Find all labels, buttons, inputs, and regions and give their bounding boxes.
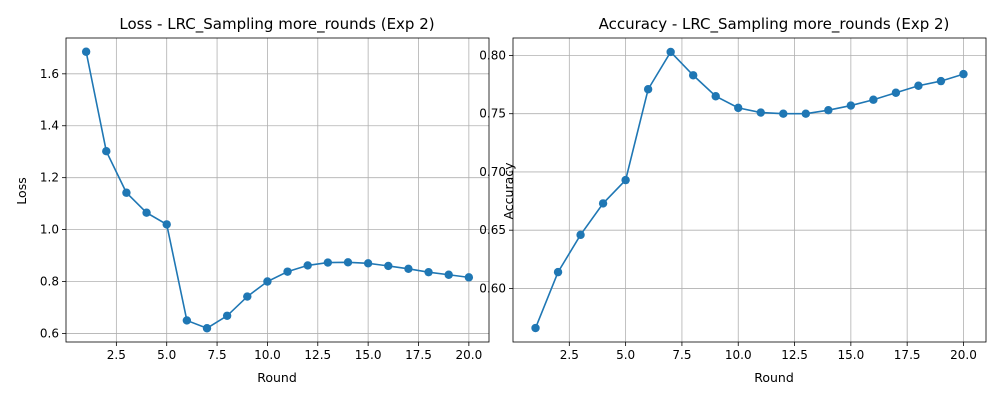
accuracy-data-point <box>621 175 630 185</box>
accuracy-data-point <box>891 88 901 97</box>
accuracy-xtick-label: 20.0 <box>950 348 977 362</box>
accuracy-ytick-label: 0.80 <box>479 48 506 62</box>
accuracy-axes-frame <box>512 37 987 343</box>
accuracy-xtick-label: 15.0 <box>837 348 864 362</box>
loss-plot-area: 2.5 5.0 7.5 10.0 12.5 15.0 17.5 20.0 0.6 0.8 1.0 1.… <box>40 37 490 362</box>
loss-data-point <box>222 311 232 320</box>
loss-chart-ylabel: Loss <box>14 177 29 204</box>
loss-data-point <box>162 220 171 229</box>
accuracy-data-point <box>846 101 856 110</box>
accuracy-data-point <box>779 109 788 118</box>
loss-data-point <box>464 273 474 282</box>
loss-data-point <box>363 259 373 268</box>
loss-chart-title: Loss - LRC_Sampling more_rounds (Exp 2) <box>119 15 434 34</box>
accuracy-xtick-label: 17.5 <box>894 348 921 362</box>
accuracy-chart-title: Accuracy - LRC_Sampling more_rounds (Exp… <box>599 15 950 34</box>
loss-ytick-label: 1.0 <box>40 223 59 237</box>
loss-data-point <box>182 316 192 325</box>
loss-data-point <box>444 270 453 279</box>
accuracy-data-point <box>801 109 811 118</box>
loss-axes-frame <box>65 37 490 343</box>
loss-ytick-label: 1.2 <box>40 171 59 185</box>
accuracy-data-point <box>914 81 923 90</box>
loss-data-point <box>122 188 131 197</box>
loss-data-point <box>303 261 312 270</box>
accuracy-data-point <box>711 92 720 101</box>
accuracy-data-point <box>643 85 653 94</box>
loss-xtick-label: 2.5 <box>107 348 126 362</box>
loss-data-point <box>102 146 111 156</box>
accuracy-data-point <box>688 71 698 80</box>
loss-data-point <box>243 292 252 301</box>
accuracy-xtick-label: 10.0 <box>725 348 752 362</box>
accuracy-ytick-label: 0.70 <box>479 165 506 179</box>
accuracy-data-point <box>869 95 878 104</box>
accuracy-plot-area: 2.5 5.0 7.5 10.0 12.5 15.0 17.5 20.0 0.60 0.65 0.7… <box>479 37 987 362</box>
loss-data-point <box>404 264 413 273</box>
loss-data-point <box>323 258 333 267</box>
loss-ytick-label: 1.4 <box>40 119 59 133</box>
accuracy-xtick-label: 5.0 <box>616 348 635 362</box>
loss-xtick-label: 5.0 <box>157 348 176 362</box>
accuracy-ytick-label: 0.60 <box>479 281 506 295</box>
loss-xtick-label: 15.0 <box>355 348 382 362</box>
loss-data-point <box>424 267 433 277</box>
accuracy-data-point <box>756 108 765 117</box>
accuracy-xtick-label: 7.5 <box>672 348 691 362</box>
accuracy-chart-ylabel: Accuracy <box>501 162 516 220</box>
accuracy-data-point <box>576 230 585 240</box>
loss-data-point <box>343 258 353 267</box>
loss-xtick-label: 12.5 <box>304 348 331 362</box>
accuracy-ytick-label: 0.65 <box>479 223 506 237</box>
accuracy-data-point <box>553 267 563 277</box>
accuracy-data-point <box>598 199 608 208</box>
loss-xtick-label: 17.5 <box>405 348 432 362</box>
accuracy-data-point <box>936 76 946 86</box>
loss-data-point <box>142 208 151 217</box>
loss-data-point <box>202 324 212 333</box>
accuracy-data-point <box>824 106 833 115</box>
loss-xtick-label: 7.5 <box>208 348 227 362</box>
loss-ytick-label: 0.6 <box>40 326 59 340</box>
accuracy-data-point <box>666 47 675 57</box>
accuracy-chart-xlabel: Round <box>754 370 794 385</box>
loss-chart-xlabel: Round <box>257 370 297 385</box>
loss-ytick-label: 1.6 <box>40 67 59 81</box>
loss-data-point <box>283 267 292 276</box>
accuracy-xtick-label: 2.5 <box>560 348 579 362</box>
accuracy-chart: Accuracy - LRC_Sampling more_rounds (Exp… <box>479 15 987 385</box>
loss-data-point <box>81 47 91 56</box>
loss-xtick-label: 20.0 <box>455 348 482 362</box>
loss-series-line <box>85 51 469 330</box>
loss-data-point <box>384 261 393 271</box>
accuracy-ytick-label: 0.75 <box>479 107 506 121</box>
accuracy-data-point <box>531 323 540 333</box>
loss-ytick-label: 0.8 <box>40 275 59 289</box>
loss-xtick-label: 10.0 <box>254 348 281 362</box>
accuracy-xtick-label: 12.5 <box>781 348 808 362</box>
accuracy-data-point <box>959 69 968 79</box>
accuracy-data-point <box>734 103 743 113</box>
loss-chart: Loss - LRC_Sampling more_rounds (Exp 2) … <box>14 15 490 385</box>
loss-data-point <box>263 277 272 286</box>
